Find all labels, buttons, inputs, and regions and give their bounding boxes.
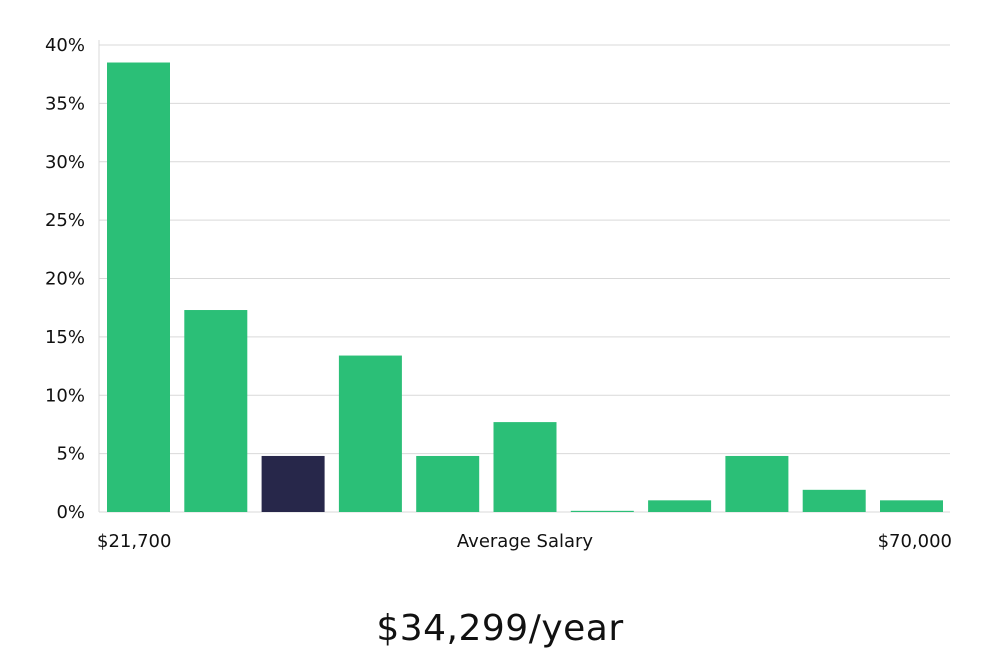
bar — [184, 310, 248, 512]
y-axis-ticks: 0% 5% 10% 15% 20% 25% 30% 35% 40% — [45, 35, 85, 523]
x-max-label: $70,000 — [878, 531, 952, 552]
bar — [880, 500, 943, 512]
y-tick-label: 10% — [45, 385, 85, 406]
salary-histogram: 0% 5% 10% 15% 20% 25% 30% 35% 40% $21,700 Averag… — [45, 35, 952, 552]
bar-highlighted — [261, 455, 325, 512]
y-tick-label: 30% — [45, 152, 85, 173]
bar — [493, 422, 557, 512]
y-tick-label: 40% — [45, 35, 85, 56]
bar — [802, 489, 866, 512]
bars — [107, 62, 943, 512]
y-tick-label: 35% — [45, 93, 85, 114]
bar — [570, 510, 634, 512]
x-min-label: $21,700 — [97, 531, 171, 552]
average-salary-value: $34,299/year — [376, 608, 624, 649]
y-tick-label: 5% — [56, 444, 85, 465]
bar — [107, 62, 170, 512]
bar — [648, 500, 712, 512]
y-tick-label: 15% — [45, 327, 85, 348]
bar — [338, 355, 402, 512]
y-tick-label: 0% — [56, 502, 85, 523]
y-tick-label: 20% — [45, 269, 85, 290]
x-axis-title: Average Salary — [457, 531, 594, 552]
y-tick-label: 25% — [45, 210, 85, 231]
bar — [416, 455, 480, 512]
bar — [725, 455, 789, 512]
